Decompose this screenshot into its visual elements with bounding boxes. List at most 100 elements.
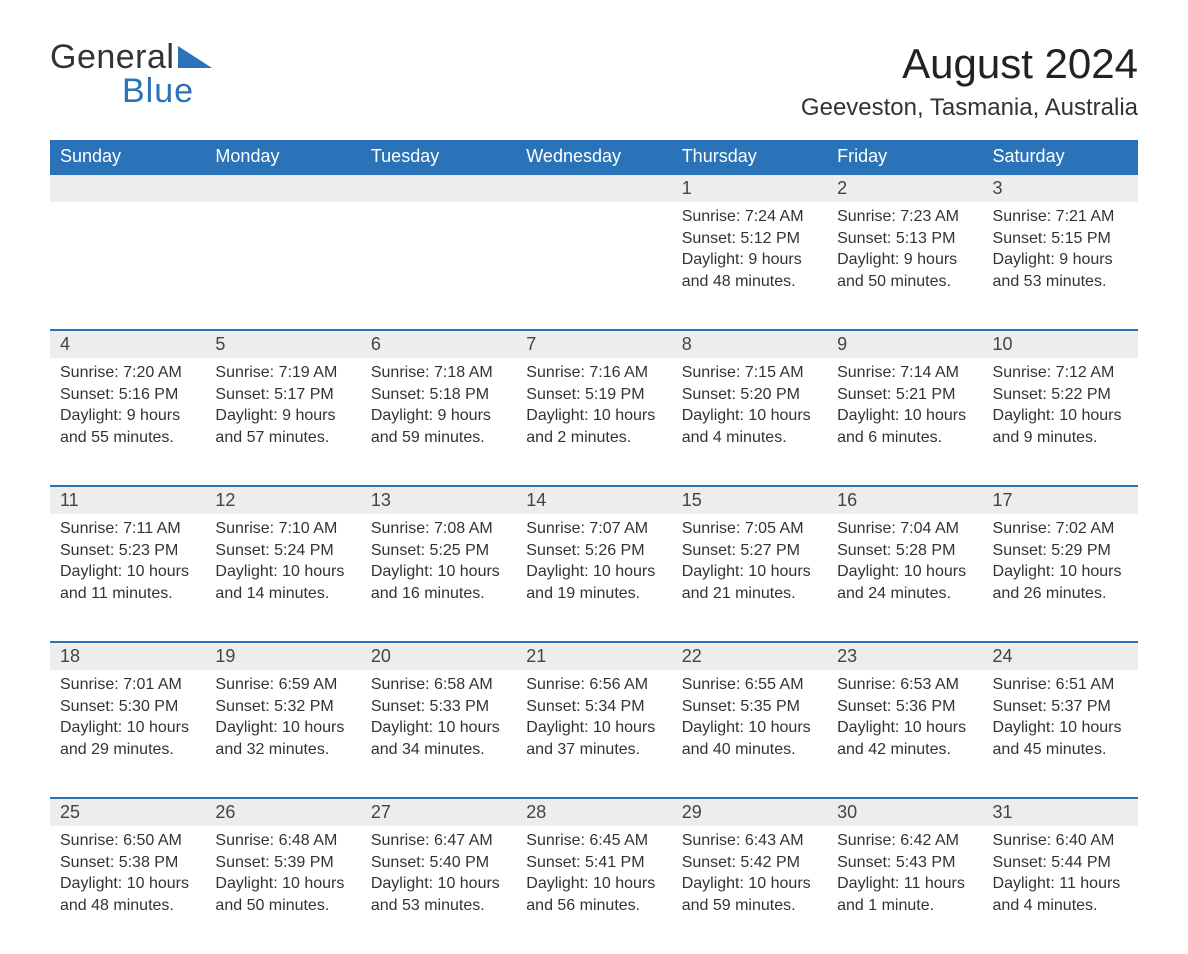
- day-sunset: Sunset: 5:20 PM: [682, 384, 817, 406]
- day-header-row: Sunday Monday Tuesday Wednesday Thursday…: [50, 140, 1138, 174]
- day-daylight: Daylight: 10 hours and 40 minutes.: [682, 717, 817, 760]
- day-sunset: Sunset: 5:22 PM: [993, 384, 1128, 406]
- day-number-cell: 27: [361, 798, 516, 826]
- day-body-cell: Sunrise: 7:07 AMSunset: 5:26 PMDaylight:…: [516, 514, 671, 642]
- day-daylight: Daylight: 10 hours and 2 minutes.: [526, 405, 661, 448]
- day-sunset: Sunset: 5:17 PM: [215, 384, 350, 406]
- day-sunset: Sunset: 5:26 PM: [526, 540, 661, 562]
- day-sunrise: Sunrise: 6:58 AM: [371, 674, 506, 696]
- day-sunset: Sunset: 5:12 PM: [682, 228, 817, 250]
- day-header: Saturday: [983, 140, 1138, 174]
- day-number-cell: [50, 174, 205, 202]
- day-daylight: Daylight: 11 hours and 4 minutes.: [993, 873, 1128, 916]
- day-sunset: Sunset: 5:28 PM: [837, 540, 972, 562]
- day-sunrise: Sunrise: 6:48 AM: [215, 830, 350, 852]
- day-sunrise: Sunrise: 7:24 AM: [682, 206, 817, 228]
- daybody-row: Sunrise: 6:50 AMSunset: 5:38 PMDaylight:…: [50, 826, 1138, 954]
- day-number-cell: 10: [983, 330, 1138, 358]
- day-header: Wednesday: [516, 140, 671, 174]
- day-daylight: Daylight: 10 hours and 56 minutes.: [526, 873, 661, 916]
- day-number-cell: 31: [983, 798, 1138, 826]
- day-daylight: Daylight: 10 hours and 48 minutes.: [60, 873, 195, 916]
- day-body-cell: Sunrise: 6:43 AMSunset: 5:42 PMDaylight:…: [672, 826, 827, 954]
- day-daylight: Daylight: 10 hours and 50 minutes.: [215, 873, 350, 916]
- day-number-cell: 1: [672, 174, 827, 202]
- day-body-cell: Sunrise: 7:10 AMSunset: 5:24 PMDaylight:…: [205, 514, 360, 642]
- day-sunset: Sunset: 5:23 PM: [60, 540, 195, 562]
- day-sunrise: Sunrise: 6:56 AM: [526, 674, 661, 696]
- day-number-cell: 4: [50, 330, 205, 358]
- day-sunrise: Sunrise: 6:59 AM: [215, 674, 350, 696]
- day-header: Thursday: [672, 140, 827, 174]
- day-daylight: Daylight: 10 hours and 16 minutes.: [371, 561, 506, 604]
- day-body-cell: Sunrise: 6:53 AMSunset: 5:36 PMDaylight:…: [827, 670, 982, 798]
- day-sunrise: Sunrise: 7:18 AM: [371, 362, 506, 384]
- day-sunset: Sunset: 5:40 PM: [371, 852, 506, 874]
- day-sunset: Sunset: 5:43 PM: [837, 852, 972, 874]
- day-number-cell: 8: [672, 330, 827, 358]
- day-body-cell: Sunrise: 6:40 AMSunset: 5:44 PMDaylight:…: [983, 826, 1138, 954]
- day-sunrise: Sunrise: 6:51 AM: [993, 674, 1128, 696]
- day-body-cell: Sunrise: 7:21 AMSunset: 5:15 PMDaylight:…: [983, 202, 1138, 330]
- day-sunset: Sunset: 5:18 PM: [371, 384, 506, 406]
- day-sunset: Sunset: 5:36 PM: [837, 696, 972, 718]
- day-sunrise: Sunrise: 7:19 AM: [215, 362, 350, 384]
- day-number-cell: 2: [827, 174, 982, 202]
- day-number-cell: 25: [50, 798, 205, 826]
- day-body-cell: Sunrise: 6:55 AMSunset: 5:35 PMDaylight:…: [672, 670, 827, 798]
- day-sunset: Sunset: 5:39 PM: [215, 852, 350, 874]
- day-daylight: Daylight: 10 hours and 14 minutes.: [215, 561, 350, 604]
- day-sunrise: Sunrise: 7:12 AM: [993, 362, 1128, 384]
- day-daylight: Daylight: 10 hours and 9 minutes.: [993, 405, 1128, 448]
- day-number-cell: 22: [672, 642, 827, 670]
- day-sunset: Sunset: 5:15 PM: [993, 228, 1128, 250]
- day-sunset: Sunset: 5:34 PM: [526, 696, 661, 718]
- day-sunset: Sunset: 5:16 PM: [60, 384, 195, 406]
- day-body-cell: Sunrise: 7:11 AMSunset: 5:23 PMDaylight:…: [50, 514, 205, 642]
- day-sunset: Sunset: 5:42 PM: [682, 852, 817, 874]
- day-daylight: Daylight: 10 hours and 29 minutes.: [60, 717, 195, 760]
- logo-text-general: General: [50, 40, 174, 74]
- day-sunrise: Sunrise: 6:50 AM: [60, 830, 195, 852]
- daybody-row: Sunrise: 7:11 AMSunset: 5:23 PMDaylight:…: [50, 514, 1138, 642]
- day-number-cell: [516, 174, 671, 202]
- day-sunrise: Sunrise: 7:20 AM: [60, 362, 195, 384]
- day-sunrise: Sunrise: 6:55 AM: [682, 674, 817, 696]
- day-daylight: Daylight: 10 hours and 6 minutes.: [837, 405, 972, 448]
- day-sunset: Sunset: 5:27 PM: [682, 540, 817, 562]
- day-sunrise: Sunrise: 6:53 AM: [837, 674, 972, 696]
- day-header: Monday: [205, 140, 360, 174]
- day-number-cell: 14: [516, 486, 671, 514]
- day-body-cell: Sunrise: 6:59 AMSunset: 5:32 PMDaylight:…: [205, 670, 360, 798]
- day-daylight: Daylight: 10 hours and 32 minutes.: [215, 717, 350, 760]
- daybody-row: Sunrise: 7:24 AMSunset: 5:12 PMDaylight:…: [50, 202, 1138, 330]
- day-body-cell: Sunrise: 6:58 AMSunset: 5:33 PMDaylight:…: [361, 670, 516, 798]
- daynum-row: 25262728293031: [50, 798, 1138, 826]
- day-body-cell: [205, 202, 360, 330]
- day-sunset: Sunset: 5:41 PM: [526, 852, 661, 874]
- day-number-cell: 18: [50, 642, 205, 670]
- day-daylight: Daylight: 11 hours and 1 minute.: [837, 873, 972, 916]
- day-sunrise: Sunrise: 6:45 AM: [526, 830, 661, 852]
- day-body-cell: Sunrise: 6:48 AMSunset: 5:39 PMDaylight:…: [205, 826, 360, 954]
- daynum-row: 11121314151617: [50, 486, 1138, 514]
- day-number-cell: 9: [827, 330, 982, 358]
- day-number-cell: 7: [516, 330, 671, 358]
- day-number-cell: 13: [361, 486, 516, 514]
- day-sunrise: Sunrise: 6:43 AM: [682, 830, 817, 852]
- day-daylight: Daylight: 10 hours and 11 minutes.: [60, 561, 195, 604]
- day-daylight: Daylight: 9 hours and 59 minutes.: [371, 405, 506, 448]
- day-sunset: Sunset: 5:35 PM: [682, 696, 817, 718]
- day-body-cell: Sunrise: 7:15 AMSunset: 5:20 PMDaylight:…: [672, 358, 827, 486]
- daybody-row: Sunrise: 7:20 AMSunset: 5:16 PM Daylight:…: [50, 358, 1138, 486]
- day-sunrise: Sunrise: 7:11 AM: [60, 518, 195, 540]
- day-body-cell: Sunrise: 6:45 AMSunset: 5:41 PMDaylight:…: [516, 826, 671, 954]
- day-body-cell: Sunrise: 7:02 AMSunset: 5:29 PMDaylight:…: [983, 514, 1138, 642]
- location-subtitle: Geeveston, Tasmania, Australia: [801, 94, 1138, 122]
- day-daylight: Daylight: 9 hours and 57 minutes.: [215, 405, 350, 448]
- day-daylight: Daylight: 10 hours and 45 minutes.: [993, 717, 1128, 760]
- day-number-cell: 11: [50, 486, 205, 514]
- day-sunrise: Sunrise: 7:16 AM: [526, 362, 661, 384]
- logo-triangle-icon: [178, 46, 212, 72]
- day-sunset: Sunset: 5:37 PM: [993, 696, 1128, 718]
